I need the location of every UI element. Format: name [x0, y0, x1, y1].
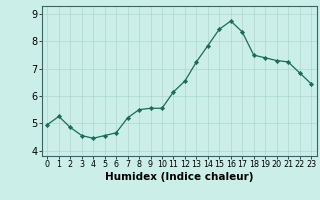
X-axis label: Humidex (Indice chaleur): Humidex (Indice chaleur) [105, 172, 253, 182]
